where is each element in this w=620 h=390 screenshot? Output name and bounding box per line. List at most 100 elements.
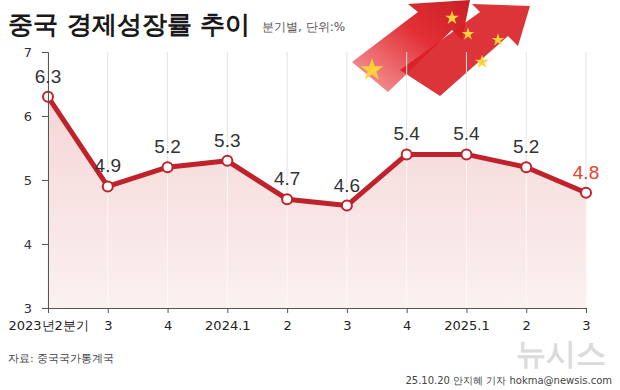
point xyxy=(342,201,352,211)
grid-line xyxy=(107,52,108,308)
x-tick: 2 xyxy=(523,308,531,333)
y-tick-label: 6 xyxy=(24,109,32,124)
x-tick-mark xyxy=(227,308,228,313)
source: 자료: 중국국가통계국 xyxy=(8,352,114,365)
data-label: 4.9 xyxy=(95,155,121,176)
grid-line xyxy=(526,52,527,308)
x-tick-label: 3 xyxy=(104,318,112,333)
area xyxy=(48,97,586,308)
x-tick-label: 2024.1 xyxy=(205,318,251,333)
x-tick-mark xyxy=(526,308,527,313)
x-tick-label: 2023년2분기 xyxy=(9,318,89,333)
area-guide xyxy=(227,161,228,308)
area-guide xyxy=(406,154,407,308)
grid-line xyxy=(167,52,168,308)
y-tick-label: 5 xyxy=(24,173,32,188)
x-tick-label: 3 xyxy=(582,318,590,333)
watermark: 뉴시스 xyxy=(516,336,606,371)
area-guide xyxy=(526,167,527,308)
x-tick-label: 4 xyxy=(164,318,172,333)
point xyxy=(163,162,173,172)
point xyxy=(222,156,232,166)
x-tick-mark xyxy=(168,308,169,313)
data-label: 5.3 xyxy=(214,130,240,151)
subtitle: 분기별, 단위:% xyxy=(262,20,345,34)
y-tick-label: 3 xyxy=(24,301,32,316)
x-tick-mark xyxy=(586,308,587,313)
flag-star xyxy=(475,55,489,68)
data-label: 4.7 xyxy=(274,168,300,189)
x-tick: 3 xyxy=(104,308,112,333)
y-tick: 4 xyxy=(24,237,48,252)
data-label: 4.8 xyxy=(573,162,599,183)
x-tick: 4 xyxy=(164,308,172,333)
grid xyxy=(48,52,586,308)
x-axis-line xyxy=(49,309,587,314)
x-tick: 3 xyxy=(582,308,590,333)
point xyxy=(103,181,113,191)
point xyxy=(581,188,591,198)
x-tick-mark xyxy=(407,308,408,313)
flag-decoration xyxy=(352,0,530,96)
flag-star xyxy=(462,27,475,39)
point xyxy=(282,194,292,204)
data-label: 6.3 xyxy=(35,66,61,87)
x-tick: 2025.1 xyxy=(444,308,490,333)
x-tick-mark xyxy=(466,308,467,313)
area-guide xyxy=(466,154,467,308)
x-tick: 4 xyxy=(403,308,411,333)
area-guide xyxy=(346,206,347,308)
data-label: 5.2 xyxy=(513,136,539,157)
x-tick-label: 2 xyxy=(283,318,291,333)
area-guide xyxy=(167,167,168,308)
x-tick: 2023년2분기 xyxy=(9,308,89,333)
plot-area xyxy=(43,92,591,308)
y-tick-mark xyxy=(42,52,48,53)
x-tick-label: 4 xyxy=(403,318,411,333)
x-tick-label: 3 xyxy=(343,318,351,333)
flag-star xyxy=(361,58,384,80)
y-tick: 7 xyxy=(24,45,48,60)
y-tick-mark xyxy=(42,244,48,245)
flag-arrow xyxy=(400,4,530,96)
x-tick: 2024.1 xyxy=(205,308,251,333)
title: 중국 경제성장률 추이 xyxy=(8,10,250,39)
x-tick: 2 xyxy=(283,308,291,333)
chart: 중국 경제성장률 추이 분기별, 단위:% 3 4 5 6 7 2023년2분기 3 4 2024.… xyxy=(0,0,620,390)
y-axis-line xyxy=(42,53,49,309)
x-tick-label: 2 xyxy=(523,318,531,333)
grid-line xyxy=(227,52,228,308)
data-label: 4.6 xyxy=(334,175,360,196)
data-label: 5.4 xyxy=(393,123,420,144)
x-tick-mark xyxy=(108,308,109,313)
y-tick: 5 xyxy=(24,173,48,188)
point xyxy=(461,149,471,159)
y-tick-label: 7 xyxy=(24,45,32,60)
x-tick-mark xyxy=(347,308,348,313)
data-label: 5.4 xyxy=(453,123,480,144)
x-axis: 2023년2분기 3 4 2024.1 2 3 4 2025.1 2 3 xyxy=(9,308,591,333)
x-tick-mark xyxy=(48,308,49,313)
flag-star xyxy=(445,11,459,24)
area-guide xyxy=(287,199,288,308)
byline: 25.10.20 안지혜 기자 hokma@newsis.com xyxy=(405,375,612,386)
y-tick: 6 xyxy=(24,109,48,124)
data-label: 5.2 xyxy=(154,136,180,157)
grid-line xyxy=(466,52,467,308)
x-tick-mark xyxy=(287,308,288,313)
grid-line xyxy=(406,52,407,308)
x-tick: 3 xyxy=(343,308,351,333)
area-guide xyxy=(107,186,108,308)
data-labels: 6.3 4.9 5.2 5.3 4.7 4.6 5.4 5.4 5.2 4.8 xyxy=(35,66,599,196)
y-tick-mark xyxy=(42,180,48,181)
x-tick-label: 2025.1 xyxy=(444,318,490,333)
point xyxy=(402,149,412,159)
y-tick-mark xyxy=(42,116,48,117)
y-tick: 3 xyxy=(24,301,48,316)
y-tick-label: 4 xyxy=(24,237,32,252)
line xyxy=(48,97,586,206)
flag-star xyxy=(492,33,505,45)
point xyxy=(521,162,531,172)
y-tick-mark xyxy=(42,308,48,309)
area-guide xyxy=(586,193,587,308)
